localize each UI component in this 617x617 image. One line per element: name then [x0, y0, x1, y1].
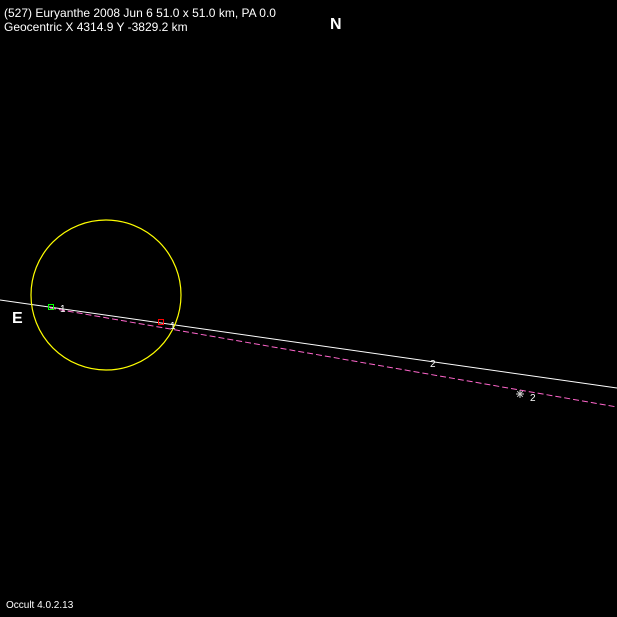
label-2a: 2	[430, 359, 436, 370]
plot-background	[0, 0, 617, 617]
title-line: (527) Euryanthe 2008 Jun 6 51.0 x 51.0 k…	[4, 6, 276, 20]
occultation-plot	[0, 0, 617, 617]
label-1b: 1	[170, 321, 176, 332]
version-label: Occult 4.0.2.13	[6, 600, 73, 611]
compass-north: N	[330, 16, 342, 34]
label-2b: 2	[530, 393, 536, 404]
compass-east: E	[12, 310, 23, 328]
marker-2-grey	[516, 390, 524, 398]
geo-line: Geocentric X 4314.9 Y -3829.2 km	[4, 20, 188, 34]
label-1a: 1	[60, 304, 66, 315]
